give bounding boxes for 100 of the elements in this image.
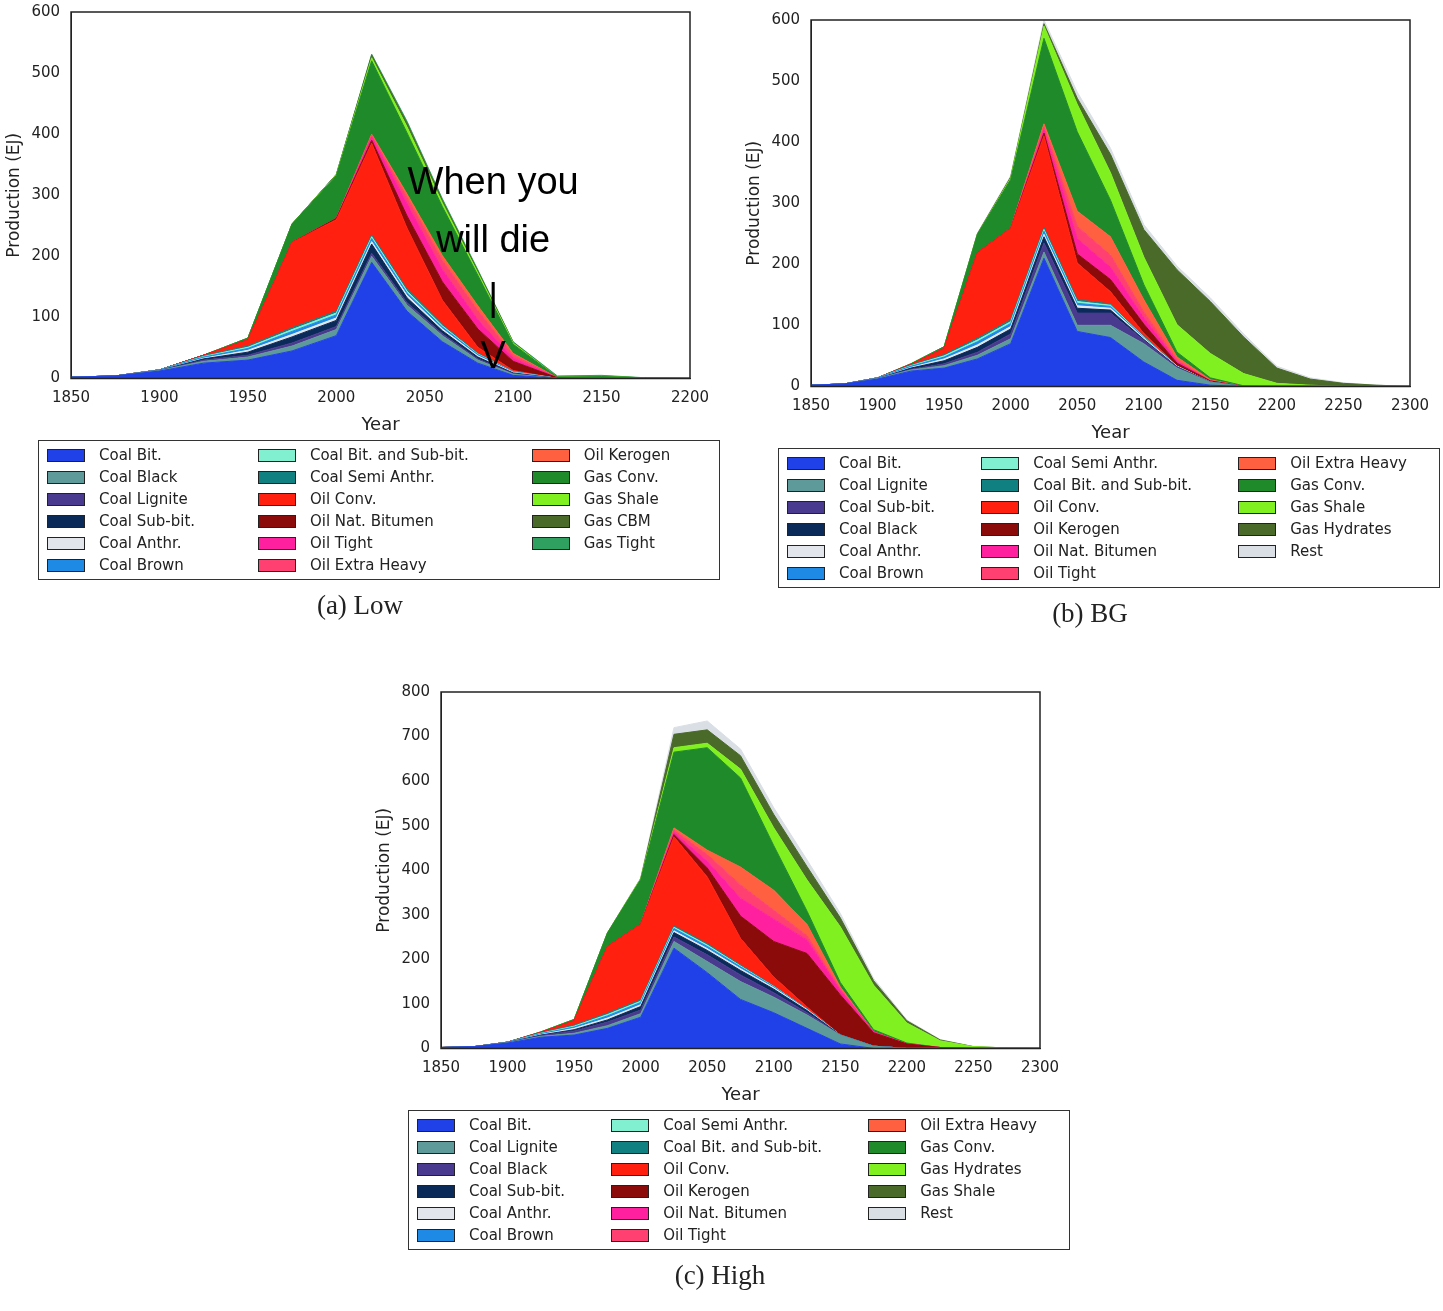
- x-tick-label: 1950: [555, 1058, 594, 1077]
- y-tick-label: 300: [771, 193, 801, 212]
- x-tick-label: 1850: [421, 1058, 461, 1077]
- legend-label: Coal Anthr.: [99, 534, 182, 552]
- x-tick-label: 2150: [821, 1058, 860, 1077]
- text: (b) BG: [1051, 598, 1129, 629]
- y-tick-label: 500: [771, 70, 801, 89]
- legend-label: Oil Extra Heavy: [1290, 454, 1407, 472]
- legend-label: Oil Extra Heavy: [309, 556, 427, 574]
- legend-label: Coal Bit. and Sub-bit.: [309, 446, 469, 464]
- y-tick-label: 200: [401, 949, 431, 968]
- y-tick-label: 600: [31, 1, 61, 20]
- legend-label: Gas CBM: [583, 512, 651, 530]
- legend-label: Gas Hydrates: [1290, 520, 1392, 538]
- y-tick-label: 100: [401, 993, 431, 1012]
- legend-label: Oil Tight: [663, 1226, 726, 1244]
- x-tick-label: 2000: [991, 396, 1030, 415]
- y-tick-label: 100: [31, 307, 61, 326]
- x-tick-label: 2050: [688, 1058, 727, 1077]
- legend-label: Gas Hydrates: [920, 1160, 1022, 1178]
- x-axis-title: Year: [360, 412, 401, 434]
- x-tick-label: 1900: [488, 1058, 527, 1077]
- legend-label: Coal Bit.: [469, 1116, 532, 1134]
- y-tick-label: 400: [31, 124, 61, 143]
- legend-label: Coal Bit. and Sub-bit.: [663, 1138, 823, 1156]
- legend-label: Rest: [920, 1204, 953, 1222]
- legend-label: Gas Shale: [1290, 498, 1366, 516]
- x-tick-label: 2050: [405, 388, 444, 407]
- legend-label: Rest: [1290, 542, 1323, 560]
- legend-label: Coal Sub-bit.: [99, 512, 196, 530]
- legend-label: Gas Shale: [920, 1182, 996, 1200]
- x-tick-label: 1950: [925, 396, 964, 415]
- legend-label: Coal Semi Anthr.: [309, 468, 435, 486]
- legend-label: Gas Conv.: [1290, 476, 1366, 494]
- y-tick-label: 600: [401, 770, 431, 789]
- y-axis-title: Production (EJ): [372, 807, 393, 933]
- x-tick-label: 2100: [1124, 396, 1163, 415]
- legend-label: Coal Brown: [99, 556, 184, 574]
- legend-label: Coal Semi Anthr.: [1033, 454, 1158, 472]
- legend-label: Coal Bit. and Sub-bit.: [1033, 476, 1193, 494]
- y-tick-label: 300: [401, 904, 431, 923]
- legend-label: Oil Conv.: [309, 490, 377, 508]
- x-axis-title: Year: [720, 1082, 761, 1104]
- y-tick-label: 0: [420, 1038, 431, 1057]
- legend-label: Coal Anthr.: [839, 542, 922, 560]
- y-tick-label: 700: [401, 726, 431, 745]
- x-tick-label: 1900: [140, 388, 179, 407]
- x-tick-label: 2000: [317, 388, 356, 407]
- x-tick-label: 2050: [1058, 396, 1097, 415]
- x-tick-label: 1850: [51, 388, 91, 407]
- y-tick-label: 400: [771, 132, 801, 151]
- x-tick-label: 2150: [1191, 396, 1230, 415]
- legend-label: Gas Tight: [583, 534, 655, 552]
- text: (c) High: [673, 1260, 767, 1291]
- legend-label: Coal Black: [469, 1160, 548, 1178]
- legend-label: Oil Conv.: [1033, 498, 1100, 516]
- x-tick-label: 2200: [670, 388, 710, 407]
- legend-label: Coal Black: [839, 520, 918, 538]
- legend-label: Oil Nat. Bitumen: [1033, 542, 1158, 560]
- text: (a) Low: [315, 590, 405, 621]
- x-tick-label: 2100: [494, 388, 533, 407]
- x-tick-label: 2300: [1390, 396, 1430, 415]
- x-tick-label: 1950: [228, 388, 267, 407]
- x-tick-label: 2200: [887, 1058, 926, 1077]
- legend-label: Coal Sub-bit.: [469, 1182, 566, 1200]
- legend-label: Coal Lignite: [469, 1138, 558, 1156]
- x-tick-label: 2100: [754, 1058, 793, 1077]
- legend-label: Coal Black: [99, 468, 178, 486]
- legend-label: Coal Lignite: [99, 490, 188, 508]
- x-tick-label: 1900: [858, 396, 897, 415]
- y-tick-label: 800: [401, 681, 431, 700]
- y-tick-label: 300: [31, 185, 61, 204]
- x-tick-label: 2200: [1257, 396, 1296, 415]
- legend-label: Coal Lignite: [839, 476, 928, 494]
- legend-label: Gas Conv.: [583, 468, 659, 486]
- y-axis-title: Production (EJ): [2, 132, 23, 258]
- x-tick-label: 2300: [1020, 1058, 1060, 1077]
- y-tick-label: 200: [771, 254, 801, 273]
- y-tick-label: 500: [401, 815, 431, 834]
- legend-label: Coal Anthr.: [469, 1204, 552, 1222]
- legend-label: Oil Nat. Bitumen: [663, 1204, 788, 1222]
- legend-label: Oil Kerogen: [663, 1182, 750, 1200]
- y-axis-title: Production (EJ): [742, 140, 763, 266]
- y-tick-label: 0: [50, 368, 61, 387]
- legend-label: Coal Bit.: [839, 454, 902, 472]
- y-tick-label: 100: [771, 315, 801, 334]
- y-tick-label: 200: [31, 246, 61, 265]
- x-tick-label: 2250: [954, 1058, 993, 1077]
- legend-label: Oil Tight: [1033, 564, 1096, 582]
- legend-label: Oil Nat. Bitumen: [309, 512, 434, 530]
- x-tick-label: 2150: [582, 388, 621, 407]
- x-axis-title: Year: [1090, 420, 1131, 442]
- legend-label: Gas Shale: [583, 490, 659, 508]
- legend-label: Oil Extra Heavy: [920, 1116, 1037, 1134]
- legend-label: Coal Semi Anthr.: [663, 1116, 788, 1134]
- x-tick-label: 2000: [621, 1058, 660, 1077]
- legend-label: Coal Brown: [469, 1226, 554, 1244]
- legend-label: Coal Sub-bit.: [839, 498, 936, 516]
- legend-label: Oil Conv.: [663, 1160, 730, 1178]
- legend-label: Oil Kerogen: [1033, 520, 1120, 538]
